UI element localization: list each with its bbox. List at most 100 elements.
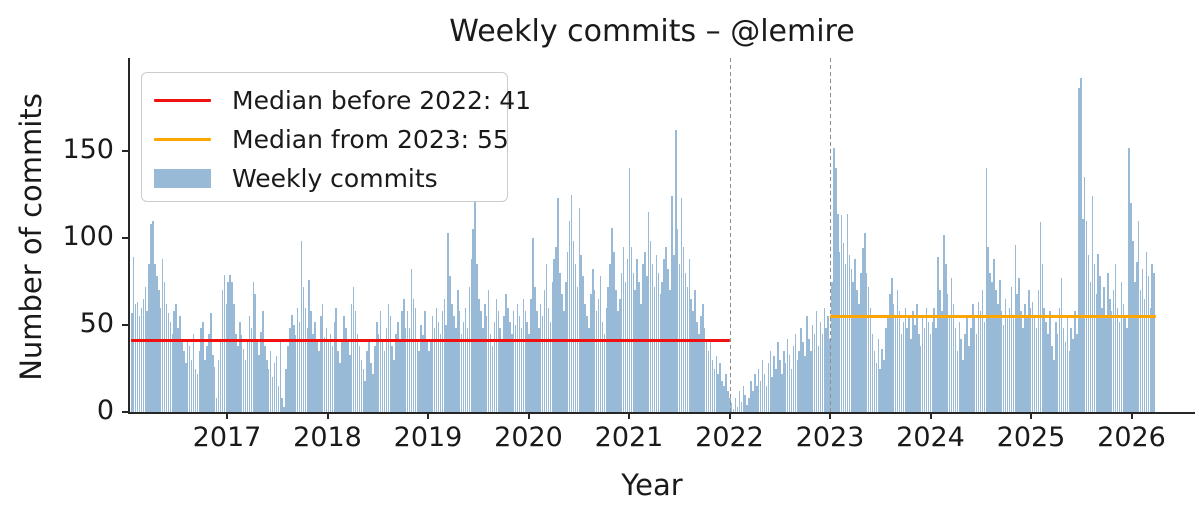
commit-bar <box>208 333 210 412</box>
commit-bar <box>817 345 820 412</box>
commit-bar <box>748 398 750 412</box>
commit-bar <box>539 304 542 412</box>
commit-bar <box>1035 328 1038 412</box>
commit-bar <box>752 391 754 412</box>
commit-bar <box>842 243 845 412</box>
commit-bar <box>808 338 810 412</box>
commit-bar <box>956 351 959 412</box>
commit-bar <box>1056 333 1059 412</box>
commit-bar <box>293 325 295 412</box>
commit-bar <box>862 248 864 412</box>
commit-bar <box>304 307 307 412</box>
commit-bar <box>644 251 646 412</box>
commit-bar <box>250 328 253 412</box>
commit-bar <box>140 307 143 412</box>
commit-bar <box>476 264 478 412</box>
commit-bar <box>368 338 370 412</box>
commit-bar <box>266 359 268 412</box>
commit-bar <box>1112 290 1115 412</box>
commit-bar <box>989 272 991 412</box>
commit-bar <box>379 311 382 412</box>
commit-bar <box>516 304 519 412</box>
commit-bar <box>952 304 955 412</box>
commit-bar <box>536 311 538 412</box>
commit-bar <box>240 335 243 412</box>
commit-bar <box>1016 293 1018 412</box>
commit-bar <box>545 264 548 412</box>
commit-bar <box>283 406 285 412</box>
blue-bar-swatch-icon <box>154 169 211 188</box>
commit-bar <box>973 316 976 412</box>
commit-bar <box>806 316 808 412</box>
commit-bar <box>640 304 642 412</box>
commit-bar <box>696 321 698 412</box>
commit-bar <box>837 213 839 412</box>
commit-bar <box>698 333 700 412</box>
commit-bar <box>688 258 690 412</box>
commit-bar <box>902 321 905 412</box>
commit-bar <box>385 328 388 412</box>
commit-bar <box>970 328 972 412</box>
median-line <box>830 314 1156 318</box>
commit-bar <box>152 220 154 412</box>
commit-bar <box>750 380 752 412</box>
commit-bar <box>466 328 469 412</box>
commit-bar <box>360 359 363 412</box>
commit-bar <box>1010 286 1013 412</box>
commit-bar <box>302 286 305 412</box>
plot-area: 2017 2018 2019 2020 2021 2022 2023 2024 2025 2026… <box>62 58 1195 453</box>
commit-bar <box>860 272 862 412</box>
commit-bar <box>775 368 777 412</box>
commit-bar <box>1097 253 1099 412</box>
commit-bar <box>827 316 829 412</box>
commit-bar <box>200 328 202 412</box>
commit-bar <box>788 354 791 412</box>
commit-bar <box>387 304 390 412</box>
commit-bar <box>929 333 932 412</box>
commit-bar <box>244 359 247 412</box>
commit-bar <box>659 293 662 412</box>
commit-bar <box>1037 290 1040 412</box>
commit-bar <box>1116 307 1119 412</box>
commit-bar <box>308 279 310 412</box>
commit-bar <box>331 345 334 412</box>
commit-bar <box>786 338 789 412</box>
y-tick-label: 50 <box>79 308 114 339</box>
commit-bar <box>657 272 660 412</box>
commit-bar <box>605 307 608 412</box>
commit-bar <box>1047 333 1049 412</box>
commit-bar <box>1018 278 1020 412</box>
commit-bar <box>522 298 525 412</box>
commit-bar <box>443 298 446 412</box>
commit-bar <box>665 246 667 412</box>
commit-bar <box>611 227 613 412</box>
commit-bar <box>381 342 384 412</box>
commit-bar <box>736 406 739 412</box>
commit-bar <box>1134 281 1136 412</box>
commit-bar <box>227 281 229 412</box>
commit-bar <box>204 359 206 412</box>
commit-bar <box>131 312 133 412</box>
commit-bar <box>572 241 575 412</box>
commit-bar <box>374 345 376 412</box>
commit-bar <box>377 333 380 412</box>
commit-bar <box>1139 290 1142 412</box>
commit-bar <box>1076 333 1078 412</box>
commit-bar <box>1066 316 1069 412</box>
commit-bar <box>678 264 681 412</box>
commit-bar <box>185 363 187 412</box>
commit-bar <box>1033 316 1036 412</box>
commit-bar <box>1028 290 1030 412</box>
commit-bar <box>316 342 318 412</box>
commit-bar <box>975 333 978 412</box>
orange-line-swatch-icon <box>154 137 211 142</box>
commit-bar <box>844 264 847 412</box>
commit-bar <box>248 316 251 412</box>
commit-bar <box>1153 272 1155 412</box>
x-tick-mark <box>1030 412 1032 419</box>
commit-bar <box>474 201 476 412</box>
commit-bar <box>709 338 712 412</box>
commit-bar <box>865 272 868 412</box>
commit-bar <box>354 311 357 412</box>
commit-bar <box>694 290 696 412</box>
